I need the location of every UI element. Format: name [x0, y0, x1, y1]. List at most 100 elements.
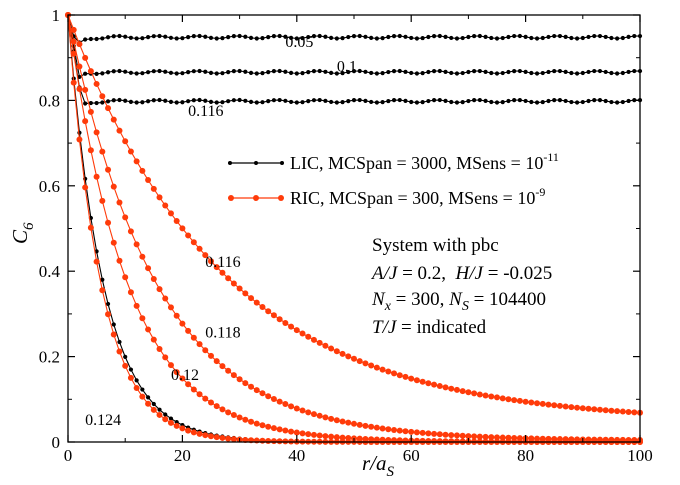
data-point: [363, 34, 368, 39]
data-point: [506, 34, 511, 40]
data-point: [574, 36, 580, 41]
data-point: [323, 98, 328, 103]
data-point: [231, 69, 236, 74]
data-point: [265, 437, 272, 444]
data-point: [449, 99, 454, 105]
data-point: [190, 334, 197, 341]
data-point: [403, 34, 408, 39]
data-point: [225, 409, 232, 416]
data-point: [426, 98, 431, 104]
info-box: System with pbc A/J = 0.2, H/J = -0.025 …: [370, 235, 552, 338]
data-point: [179, 225, 186, 232]
data-point: [431, 69, 437, 74]
data-point: [310, 411, 317, 418]
data-point: [87, 108, 94, 115]
data-point: [310, 336, 317, 343]
data-point: [134, 71, 139, 76]
data-point: [534, 71, 540, 76]
data-point: [276, 398, 283, 405]
legend-label-lic: LIC, MCSpan = 3000, MSens = 10-11: [290, 150, 559, 173]
data-point: [242, 290, 249, 297]
data-point: [253, 299, 260, 306]
data-point: [163, 98, 168, 103]
data-point: [603, 69, 608, 75]
data-point: [151, 69, 156, 74]
data-point: [265, 423, 272, 430]
data-point: [512, 98, 517, 103]
data-point: [93, 173, 100, 180]
data-point: [317, 97, 322, 103]
series-lic-0.124: [65, 12, 643, 445]
data-point: [379, 425, 386, 432]
data-point: [300, 71, 305, 76]
data-point: [248, 70, 254, 75]
data-point: [163, 412, 168, 417]
data-point: [351, 420, 357, 427]
data-point: [482, 433, 489, 440]
data-point: [133, 302, 140, 309]
data-point: [414, 71, 420, 76]
data-point: [431, 381, 438, 388]
data-point: [145, 99, 151, 104]
data-point: [127, 374, 134, 381]
data-point: [620, 70, 625, 76]
data-point: [517, 97, 522, 103]
legend-marker-lic-1: [228, 161, 232, 165]
data-point: [580, 70, 585, 76]
data-point: [476, 391, 483, 398]
data-point: [99, 93, 106, 100]
legend-marker-lic-3: [280, 161, 284, 165]
data-point: [585, 405, 592, 412]
data-point: [545, 401, 552, 408]
data-point: [534, 100, 540, 105]
data-point: [460, 35, 465, 41]
x-axis-title-main: r/a: [362, 451, 387, 475]
data-point: [111, 34, 116, 39]
data-point: [380, 71, 385, 76]
data-point: [397, 68, 402, 74]
y-tick-label: 1: [52, 6, 61, 25]
data-point: [110, 239, 117, 246]
data-point: [551, 402, 558, 409]
data-point: [380, 35, 385, 41]
data-point: [208, 433, 214, 440]
data-point: [105, 105, 112, 112]
data-point: [317, 33, 322, 39]
data-point: [488, 434, 495, 441]
data-point: [259, 422, 266, 429]
data-point: [505, 396, 512, 403]
data-point: [168, 35, 174, 40]
data-point: [213, 358, 220, 365]
data-point: [443, 69, 448, 74]
data-point: [157, 407, 162, 412]
data-point: [323, 34, 328, 39]
data-point: [185, 427, 192, 434]
data-point: [196, 430, 203, 437]
data-point: [82, 54, 89, 61]
data-point: [140, 100, 145, 105]
data-point: [105, 166, 112, 173]
data-point: [185, 381, 192, 388]
data-point: [276, 316, 283, 323]
data-point: [190, 239, 197, 246]
data-point: [494, 394, 500, 401]
data-point: [323, 69, 328, 74]
data-point: [288, 99, 294, 105]
data-point: [334, 71, 339, 76]
data-point: [179, 320, 186, 327]
legend: LIC, MCSpan = 3000, MSens = 10-11 RIC, M…: [228, 150, 559, 208]
data-point: [482, 392, 489, 399]
data-point: [626, 34, 631, 40]
data-point: [419, 429, 426, 436]
data-point: [374, 36, 379, 41]
data-point: [248, 35, 254, 40]
series-line: [67, 14, 640, 443]
data-point: [512, 33, 517, 39]
data-point: [512, 68, 517, 74]
data-point: [282, 319, 289, 326]
data-point: [328, 415, 335, 422]
data-point: [282, 427, 289, 434]
data-point: [140, 71, 145, 76]
data-point: [259, 390, 266, 397]
data-point: [70, 26, 77, 33]
